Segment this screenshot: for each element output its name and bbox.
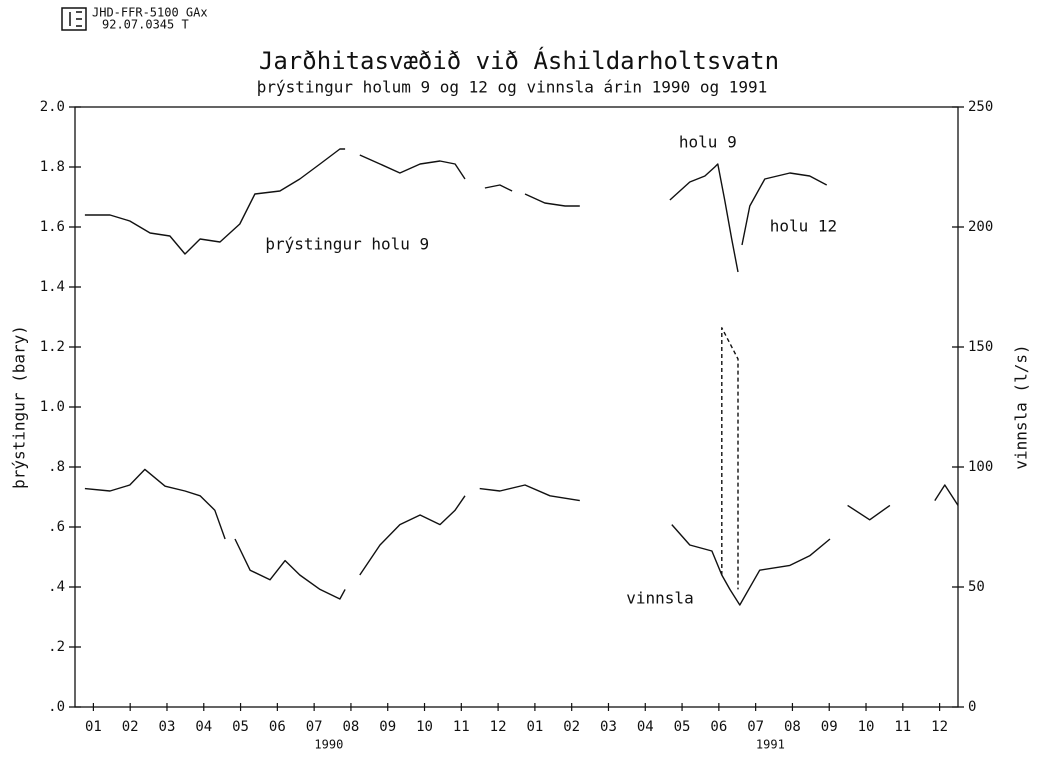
- y-tick-label: .0: [48, 699, 65, 715]
- series-line: [84, 468, 959, 606]
- x-tick-label: 12: [931, 719, 948, 735]
- x-tick-label: 04: [637, 719, 654, 735]
- x-tick-label: 08: [784, 719, 801, 735]
- y2-axis-label: vinnsla (l/s): [1012, 344, 1031, 469]
- x-tick-label: 09: [821, 719, 838, 735]
- y2-tick-label: 100: [968, 459, 993, 475]
- y2-tick-label: 150: [968, 339, 993, 355]
- x-tick-label: 10: [858, 719, 875, 735]
- x-tick-label: 03: [159, 719, 176, 735]
- header-line: JHD-FFR-5100 GAx: [92, 6, 208, 20]
- y-tick-label: 1.2: [40, 339, 65, 355]
- y-tick-label: 1.6: [40, 219, 65, 235]
- header-line: 92.07.0345 T: [102, 18, 189, 32]
- chart-title: Jarðhitasvæðið við Áshildarholtsvatn: [259, 46, 779, 75]
- series-line: [721, 327, 739, 590]
- annotation: þrýstingur holu 9: [265, 235, 429, 254]
- plot-frame: [74, 106, 959, 708]
- y-tick-label: 2.0: [40, 99, 65, 115]
- annotation: vinnsla: [626, 589, 693, 608]
- year-label: 1991: [756, 738, 785, 752]
- x-tick-label: 11: [453, 719, 470, 735]
- y-tick-label: .2: [48, 639, 65, 655]
- y2-tick-label: 200: [968, 219, 993, 235]
- y-tick-label: 1.8: [40, 159, 65, 175]
- x-tick-label: 12: [490, 719, 507, 735]
- x-tick-label: 07: [306, 719, 323, 735]
- y2-tick-label: 0: [968, 699, 976, 715]
- x-tick-label: 01: [85, 719, 102, 735]
- y-tick-label: 1.0: [40, 399, 65, 415]
- x-tick-label: 06: [710, 719, 727, 735]
- x-tick-label: 08: [343, 719, 360, 735]
- x-tick-label: 02: [122, 719, 139, 735]
- chart-subtitle: þrýstingur holum 9 og 12 og vinnsla árin…: [257, 78, 768, 97]
- x-tick-label: 01: [526, 719, 543, 735]
- y-tick-label: 1.4: [40, 279, 65, 295]
- y-axis-label: þrýstingur (bary): [10, 325, 29, 489]
- x-tick-label: 03: [600, 719, 617, 735]
- y-tick-label: .4: [48, 579, 65, 595]
- x-tick-label: 04: [195, 719, 212, 735]
- logo: [61, 7, 87, 31]
- series-line: [741, 172, 828, 246]
- x-tick-label: 06: [269, 719, 286, 735]
- y2-tick-label: 50: [968, 579, 985, 595]
- x-tick-label: 11: [894, 719, 911, 735]
- annotation: holu 12: [770, 217, 837, 236]
- x-tick-label: 05: [674, 719, 691, 735]
- x-tick-label: 10: [416, 719, 433, 735]
- y-tick-label: .8: [48, 459, 65, 475]
- x-tick-label: 05: [232, 719, 249, 735]
- y2-tick-label: 250: [968, 99, 993, 115]
- y-tick-label: .6: [48, 519, 65, 535]
- year-label: 1990: [314, 738, 343, 752]
- x-tick-label: 07: [747, 719, 764, 735]
- x-tick-label: 02: [563, 719, 580, 735]
- annotation: holu 9: [679, 133, 737, 152]
- x-tick-label: 09: [379, 719, 396, 735]
- series-line: [84, 148, 739, 273]
